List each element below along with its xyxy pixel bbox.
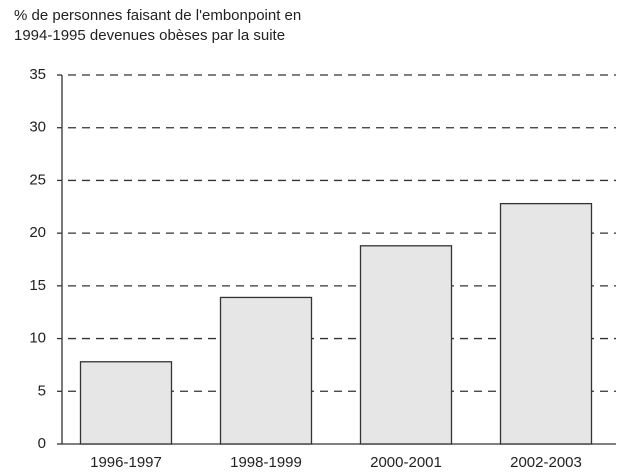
chart-title: % de personnes faisant de l'embonpoint e… [14, 7, 301, 24]
chart-title: 1994-1995 devenues obèses par la suite [14, 27, 285, 44]
bar [81, 362, 172, 444]
chart: % de personnes faisant de l'embonpoint e… [0, 0, 620, 476]
y-tick-label: 35 [29, 66, 46, 83]
bar [361, 246, 452, 444]
bar [501, 204, 592, 444]
y-tick-label: 15 [29, 277, 46, 294]
y-tick-label: 30 [29, 119, 46, 136]
x-tick-label: 1996-1997 [90, 454, 162, 471]
y-tick-label: 0 [38, 435, 46, 452]
y-tick-label: 10 [29, 330, 46, 347]
y-tick-label: 5 [38, 382, 46, 399]
x-tick-label: 1998-1999 [230, 454, 302, 471]
x-tick-label: 2000-2001 [370, 454, 442, 471]
y-tick-label: 20 [29, 224, 46, 241]
y-tick-label: 25 [29, 171, 46, 188]
bar [221, 297, 312, 444]
x-tick-label: 2002-2003 [510, 454, 582, 471]
